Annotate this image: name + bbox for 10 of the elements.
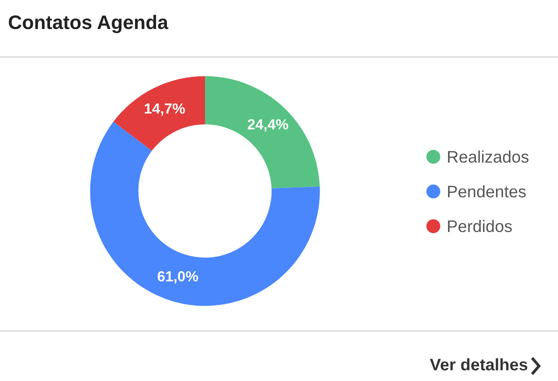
donut-slice: [205, 76, 320, 188]
chart-title: Contatos Agenda: [8, 14, 168, 34]
legend-label: Perdidos: [448, 220, 512, 232]
text: Ver detalhes: [430, 358, 528, 370]
donut-slice: [113, 76, 205, 151]
data-label: 24,4%: [248, 119, 288, 132]
data-label: 14,7%: [144, 103, 185, 116]
legend-label: Pendentes: [448, 185, 526, 198]
legend-label: Realizados: [448, 150, 529, 163]
data-label: 61,0%: [158, 271, 198, 284]
